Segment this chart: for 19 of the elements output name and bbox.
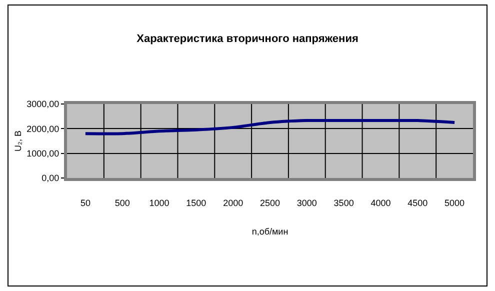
x-tick-label: 3500: [334, 198, 354, 208]
x-tick-label: 5000: [444, 198, 465, 208]
x-tick-label: 2000: [223, 198, 244, 208]
x-tick-label: 4000: [370, 198, 391, 208]
line-series: [84, 118, 456, 136]
x-tick-label: 1000: [149, 198, 170, 208]
x-tick-label: 500: [114, 198, 130, 208]
y-tick-label: 3000,00: [26, 99, 60, 110]
x-axis-title: n,об/мин: [252, 226, 288, 237]
y-axis-title: U₂, В: [13, 130, 24, 152]
y-tick-label: 1000,00: [26, 148, 60, 158]
y-tick-label: 0,00: [42, 173, 60, 184]
y-tick-label: 2000,00: [26, 124, 60, 134]
x-tick-label: 3000: [296, 198, 317, 208]
x-tick-label: 50: [80, 198, 90, 208]
chart-title: Характеристика вторичного напряжения: [136, 32, 358, 45]
x-tick-label: 1500: [186, 198, 206, 208]
x-tick-label: 2500: [260, 198, 280, 208]
x-tick-label: 4500: [408, 198, 428, 208]
